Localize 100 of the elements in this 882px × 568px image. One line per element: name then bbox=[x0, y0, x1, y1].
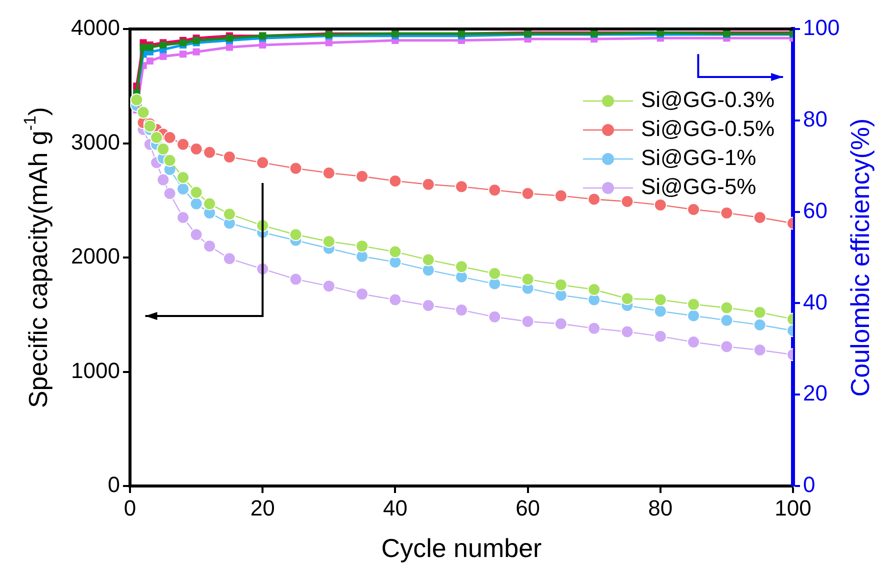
y2-axis-title: Coulombic efficiency(%) bbox=[845, 118, 876, 397]
point bbox=[588, 322, 601, 335]
point bbox=[455, 180, 468, 194]
point bbox=[356, 170, 369, 183]
point bbox=[388, 293, 402, 306]
point bbox=[203, 146, 216, 159]
point bbox=[654, 330, 667, 343]
point bbox=[203, 197, 216, 210]
point bbox=[322, 280, 336, 293]
y2-tick-label: 60 bbox=[803, 198, 828, 223]
point bbox=[256, 156, 270, 170]
point bbox=[687, 298, 700, 311]
y2-tick-label: 20 bbox=[803, 380, 828, 406]
point bbox=[180, 50, 187, 58]
point bbox=[356, 288, 369, 301]
point bbox=[620, 195, 634, 208]
legend-label: Si@GG-0.3% bbox=[641, 87, 775, 112]
x-tick-label: 20 bbox=[250, 495, 275, 520]
point bbox=[140, 44, 147, 51]
point bbox=[163, 187, 176, 200]
point bbox=[654, 198, 667, 212]
x-tick-label: 100 bbox=[774, 495, 812, 520]
point bbox=[156, 142, 170, 156]
point bbox=[176, 182, 190, 196]
point bbox=[687, 203, 700, 216]
point bbox=[720, 314, 734, 327]
y-axis-title: Specific capacity(mAh g-1) bbox=[20, 106, 54, 408]
point bbox=[422, 264, 435, 277]
y-tick-label: 1000 bbox=[71, 358, 120, 383]
point bbox=[455, 270, 468, 284]
point bbox=[289, 162, 302, 175]
point bbox=[150, 131, 164, 144]
point bbox=[554, 278, 568, 292]
point bbox=[322, 235, 336, 248]
point bbox=[325, 39, 332, 46]
point bbox=[176, 211, 190, 224]
point bbox=[176, 138, 190, 151]
legend-label: Si@GG-0.5% bbox=[641, 116, 775, 142]
point bbox=[190, 142, 203, 156]
point bbox=[190, 228, 203, 242]
x-tick-label: 80 bbox=[648, 495, 673, 520]
point bbox=[753, 306, 766, 319]
point bbox=[163, 131, 176, 144]
point bbox=[176, 171, 190, 184]
point bbox=[554, 317, 568, 330]
point bbox=[190, 186, 203, 199]
x-tick-label: 60 bbox=[516, 495, 540, 520]
point bbox=[203, 240, 216, 253]
point bbox=[146, 44, 154, 51]
point bbox=[521, 187, 534, 200]
point bbox=[488, 277, 502, 290]
point bbox=[356, 250, 369, 263]
point bbox=[422, 178, 435, 191]
point bbox=[163, 154, 176, 167]
point bbox=[554, 189, 568, 202]
x-tick-label: 0 bbox=[124, 495, 136, 520]
point bbox=[222, 208, 236, 221]
point bbox=[422, 253, 435, 266]
point bbox=[192, 48, 200, 56]
point bbox=[687, 309, 700, 322]
point bbox=[156, 173, 170, 186]
point bbox=[654, 293, 667, 306]
point bbox=[720, 340, 734, 354]
point bbox=[687, 336, 700, 349]
point bbox=[455, 260, 468, 274]
point bbox=[488, 266, 502, 280]
point bbox=[356, 240, 369, 253]
point bbox=[753, 318, 766, 332]
point bbox=[190, 197, 203, 210]
point bbox=[422, 298, 435, 312]
point bbox=[259, 41, 266, 49]
point bbox=[620, 325, 634, 338]
y2-tick-label: 100 bbox=[803, 15, 840, 40]
point bbox=[588, 192, 601, 206]
legend-label: Si@GG-5% bbox=[641, 174, 756, 200]
legend-label: Si@GG-1% bbox=[641, 145, 756, 170]
point bbox=[488, 184, 502, 197]
point bbox=[322, 166, 336, 180]
point bbox=[289, 228, 302, 242]
point bbox=[388, 174, 402, 188]
y-tick-label: 2000 bbox=[71, 244, 120, 269]
point bbox=[588, 282, 601, 296]
point bbox=[388, 245, 402, 258]
y2-tick-label: 80 bbox=[803, 106, 828, 132]
point bbox=[488, 310, 502, 324]
point bbox=[620, 292, 634, 306]
point bbox=[226, 44, 233, 51]
point bbox=[146, 57, 154, 65]
point bbox=[455, 304, 468, 317]
point bbox=[222, 252, 236, 266]
y-tick-label: 4000 bbox=[71, 15, 120, 40]
point bbox=[521, 314, 534, 328]
point bbox=[521, 272, 534, 286]
point bbox=[753, 211, 766, 224]
point bbox=[143, 120, 156, 133]
x-tick-label: 40 bbox=[382, 495, 408, 520]
point bbox=[654, 304, 667, 318]
point bbox=[160, 41, 167, 49]
point bbox=[160, 52, 167, 60]
point bbox=[753, 344, 766, 357]
